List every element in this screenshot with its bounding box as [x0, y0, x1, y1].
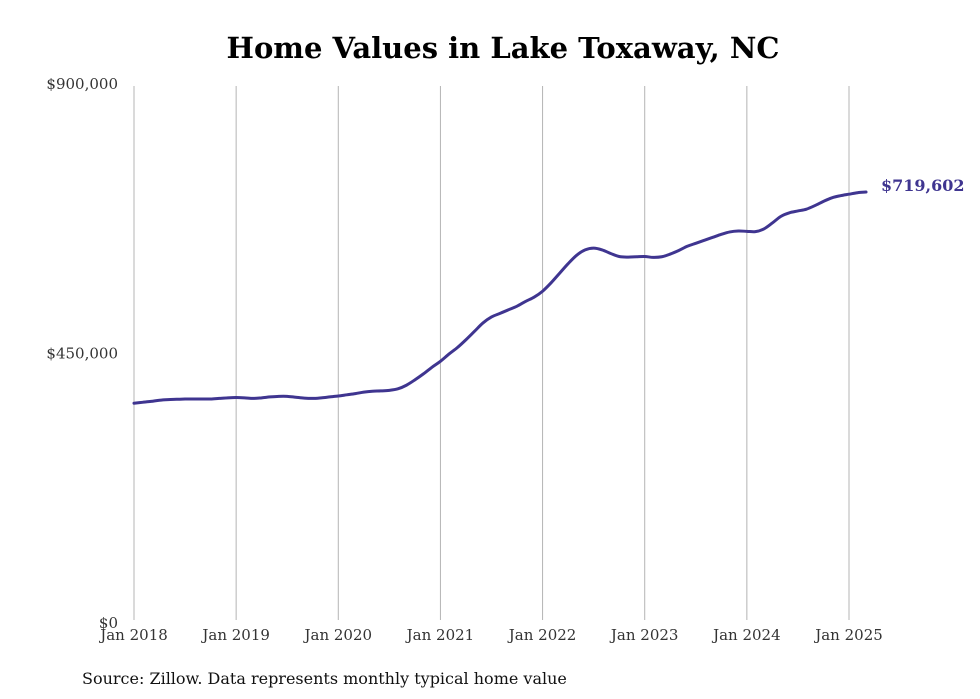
y-tick-label: $450,000: [46, 345, 118, 363]
x-tick-label: Jan 2021: [405, 626, 475, 644]
x-tick-label: Jan 2018: [98, 626, 168, 644]
x-tick-label: Jan 2023: [609, 626, 679, 644]
series-layer: $719,602: [132, 176, 965, 405]
x-tick-label: Jan 2025: [813, 626, 883, 644]
gridlines: [133, 86, 850, 620]
x-tick-label: Jan 2020: [303, 626, 373, 644]
end-value-label: $719,602: [881, 176, 965, 195]
y-tick-label: $900,000: [46, 75, 118, 93]
x-axis-tick-labels: Jan 2018 Jan 2019 Jan 2020 Jan 2021 Jan 2022…: [98, 626, 883, 644]
y-axis-tick-labels: $0 $450,000 $900,000: [46, 75, 118, 632]
source-note: Source: Zillow. Data represents monthly …: [82, 669, 567, 688]
chart-title: Home Values in Lake Toxaway, NC: [227, 31, 780, 65]
x-tick-label: Jan 2019: [200, 626, 270, 644]
y-tick-label: $0: [99, 614, 118, 632]
x-tick-label: Jan 2024: [711, 626, 781, 644]
series-line: [132, 190, 868, 405]
x-tick-label: Jan 2022: [507, 626, 577, 644]
